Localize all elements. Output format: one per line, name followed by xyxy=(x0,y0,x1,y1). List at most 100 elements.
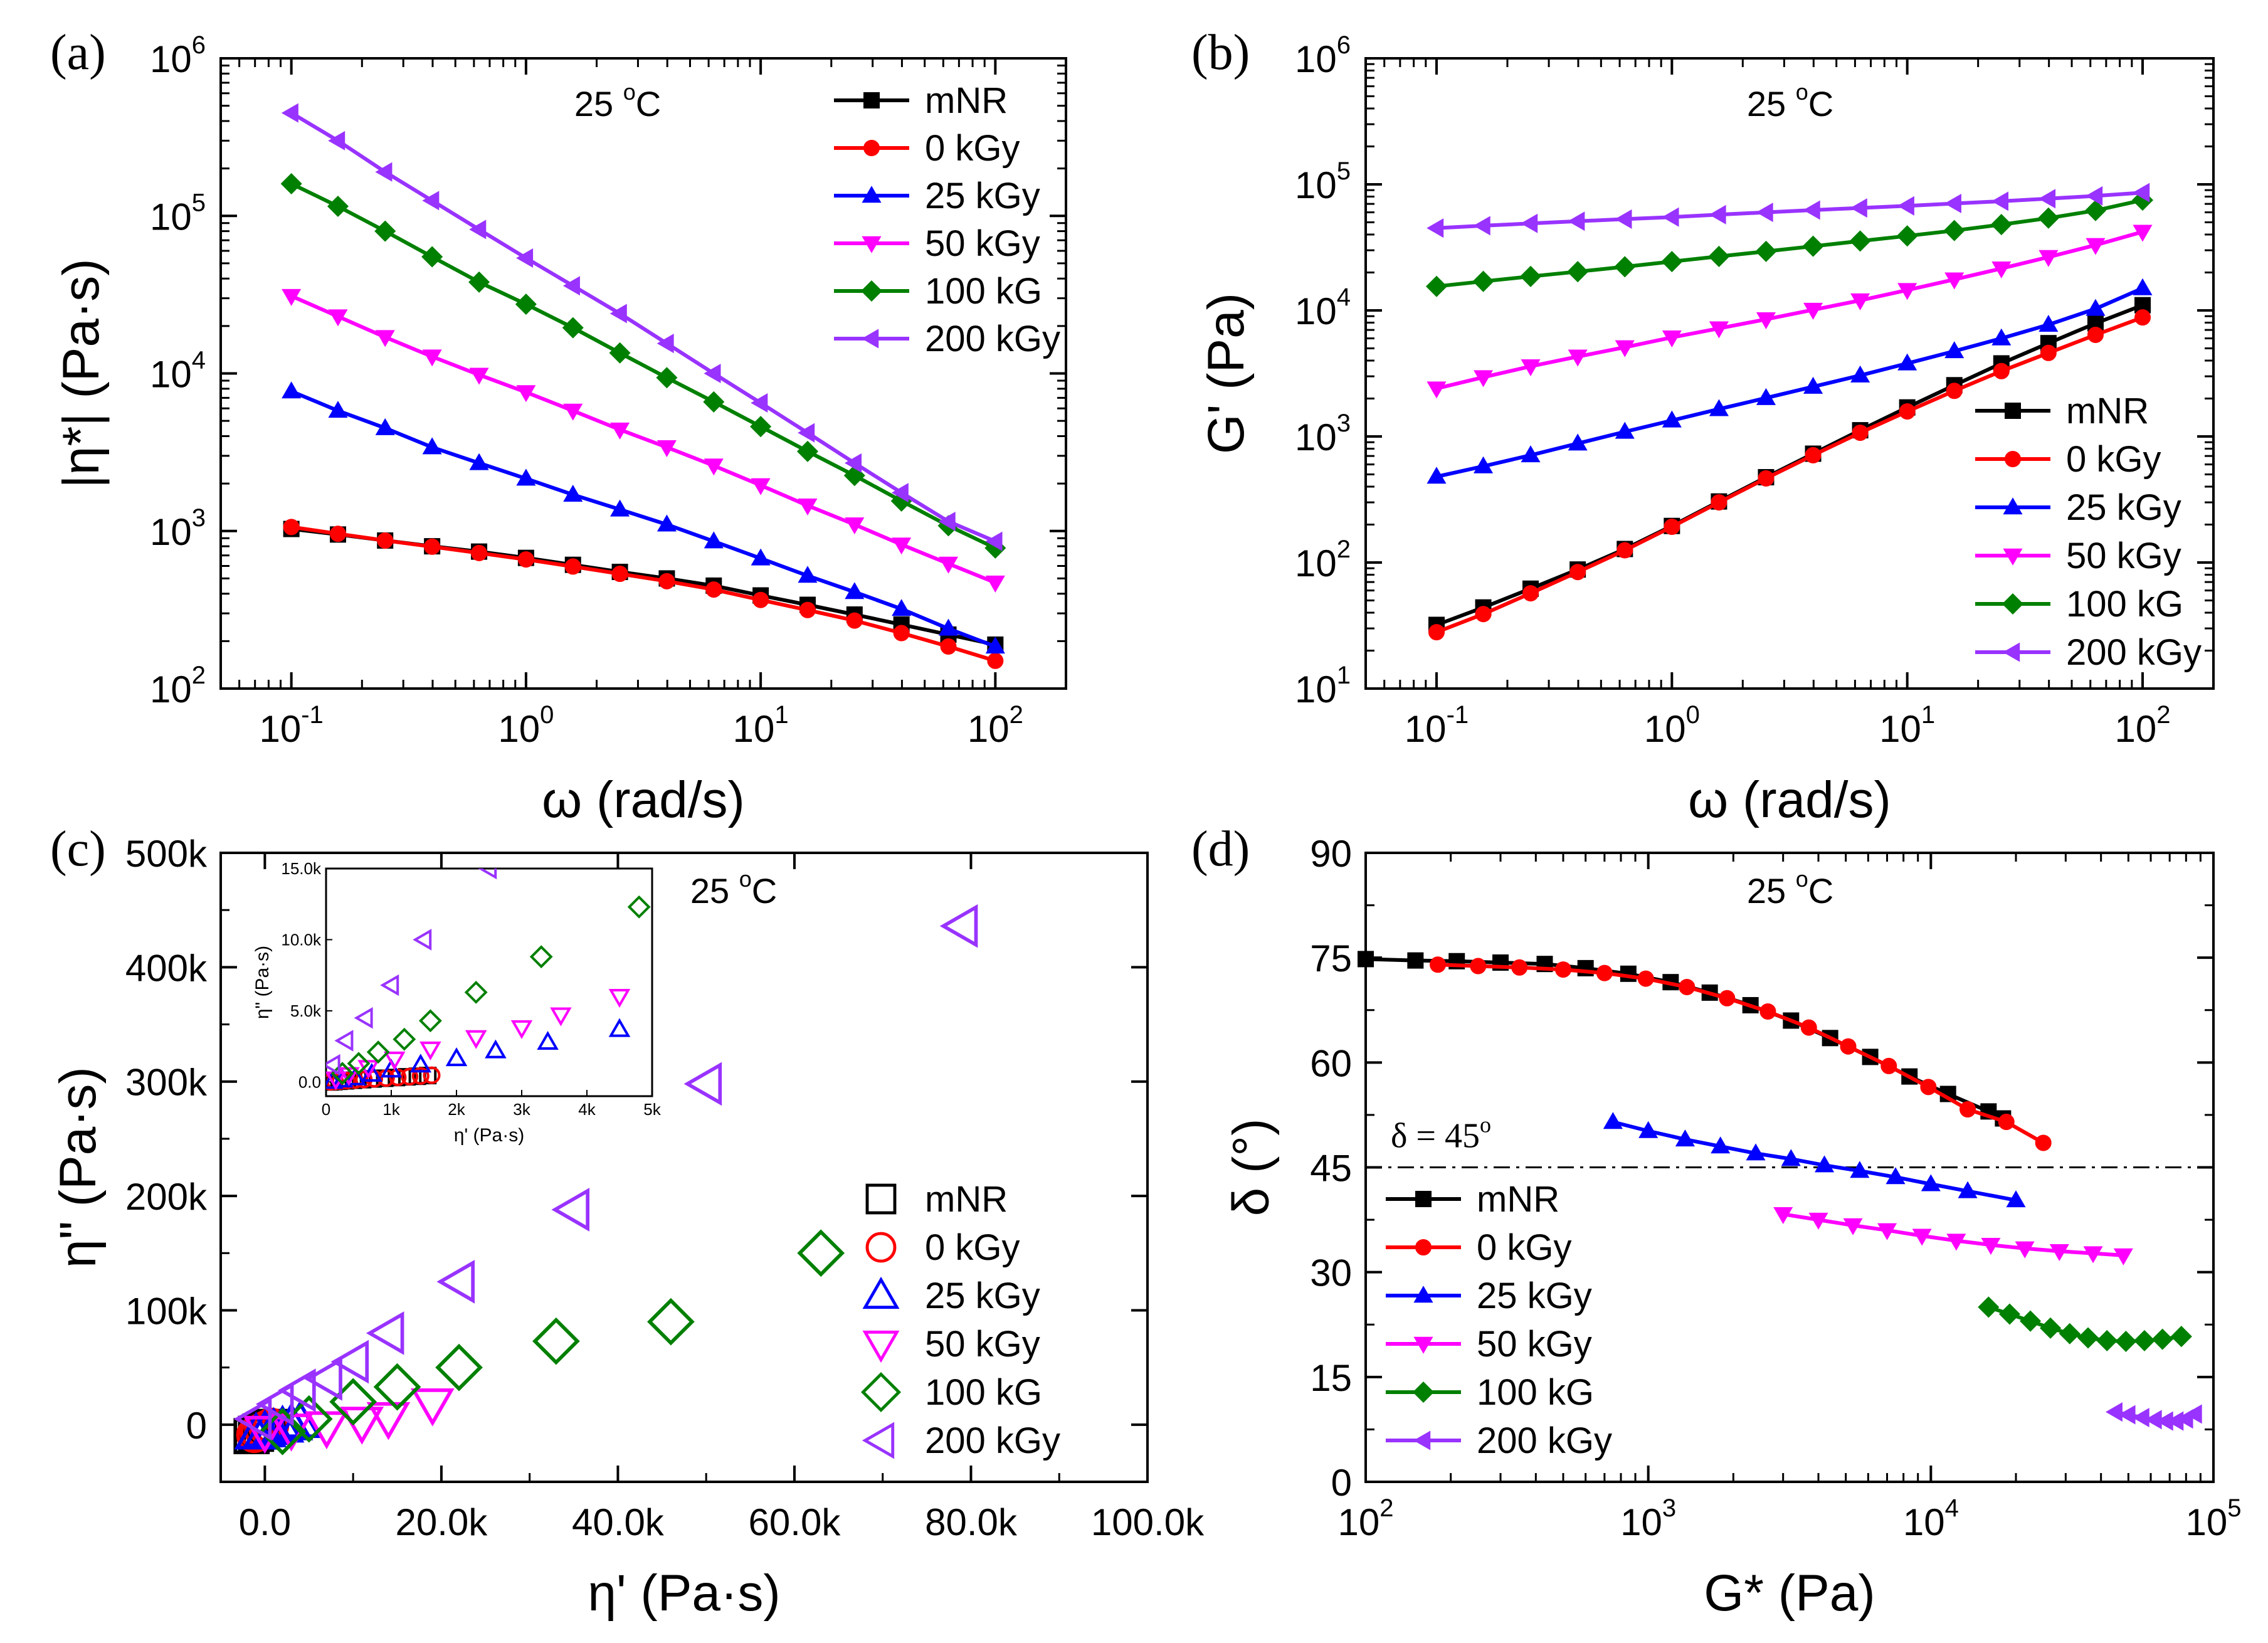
inset-y-tick-label: 10.0k xyxy=(281,930,322,949)
data-point xyxy=(366,1402,411,1440)
data-point xyxy=(939,904,978,948)
y-tick-label-base: 10 xyxy=(1295,38,1337,80)
y-tick-label-exponent: 5 xyxy=(192,189,206,216)
data-point xyxy=(280,172,302,194)
data-point xyxy=(1425,275,1448,297)
data-point xyxy=(1991,261,2012,278)
y-tick-label: 105 xyxy=(1295,157,1351,206)
data-point xyxy=(1944,341,1965,359)
data-point xyxy=(421,246,443,268)
series-100-kG xyxy=(280,172,1006,559)
y-tick-label-exponent: 3 xyxy=(1337,409,1351,437)
inset-data-point xyxy=(465,1030,487,1049)
data-point xyxy=(328,401,348,418)
data-point xyxy=(327,195,349,218)
legend-label: mNR xyxy=(2066,391,2149,431)
inset-data-point xyxy=(550,1007,572,1027)
degree-sup: o xyxy=(623,79,636,105)
inset-data-point xyxy=(627,895,651,919)
data-point xyxy=(2133,278,2153,295)
data-point xyxy=(1474,456,1494,473)
data-point xyxy=(469,367,489,385)
legend-item: 25 kGy xyxy=(862,1276,1040,1316)
y-tick-label: 90 xyxy=(1310,833,1352,875)
x-tick-label-exponent: 0 xyxy=(540,701,554,729)
data-point xyxy=(532,1317,580,1365)
y-tick-label: 100k xyxy=(125,1290,208,1332)
data-point xyxy=(1569,564,1586,581)
data-point xyxy=(1675,1129,1695,1147)
data-point xyxy=(2039,250,2059,267)
series-line xyxy=(1435,315,2144,634)
temperature-label: 25 oC xyxy=(1747,79,1833,124)
data-point xyxy=(285,1395,333,1443)
y-tick-label: 106 xyxy=(1295,31,1351,80)
data-point xyxy=(517,551,534,568)
legend-label: 100 kG xyxy=(2066,584,2183,625)
y-tick-label-base: 10 xyxy=(150,511,192,553)
data-point xyxy=(410,1388,455,1427)
data-point xyxy=(375,418,395,435)
data-point xyxy=(1850,365,1870,383)
x-tick-label-base: 10 xyxy=(1903,1501,1945,1543)
y-tick-label-exponent: 2 xyxy=(192,662,206,689)
inset-data-point xyxy=(344,1066,367,1086)
data-point xyxy=(892,537,912,555)
x-tick-label: 10-1 xyxy=(1405,701,1469,750)
inset-data-point xyxy=(445,1047,468,1067)
data-point xyxy=(1808,1212,1828,1230)
legend-item: 100 kG xyxy=(860,1371,1042,1413)
data-point xyxy=(1427,381,1447,399)
data-point xyxy=(892,599,912,616)
data-point xyxy=(1711,494,1727,511)
data-point xyxy=(796,440,818,462)
temperature-value: 25 xyxy=(690,871,739,911)
data-point xyxy=(1946,383,1963,399)
data-point xyxy=(255,1382,294,1426)
data-point xyxy=(1428,624,1445,641)
inset-data-point xyxy=(334,1030,354,1052)
x-tick-label-exponent: 3 xyxy=(1662,1494,1676,1522)
inset-data-point xyxy=(326,1054,340,1076)
legend-label: 0 kGy xyxy=(1477,1227,1572,1268)
data-point xyxy=(1773,1207,1793,1224)
series-line xyxy=(1436,230,2143,391)
data-point xyxy=(469,219,487,240)
data-point xyxy=(1998,1303,2020,1325)
inset-chart: 0 1k 2k 3k 4k 5k 0.0 5.0k 10.0k 15.0k η' (Pa·s) η" … xyxy=(252,859,662,1146)
data-point xyxy=(1661,251,1683,273)
series-200-kGy xyxy=(1427,182,2150,238)
data-point xyxy=(328,309,348,327)
legend-marker xyxy=(860,280,883,302)
series-line xyxy=(1436,191,2143,230)
legend-item: 200 kGy xyxy=(1386,1420,1612,1461)
data-point xyxy=(562,317,584,339)
data-point xyxy=(1615,209,1632,229)
legend-marker xyxy=(2005,451,2021,467)
x-axis-title: η' (Pa·s) xyxy=(588,1565,780,1622)
y-tick-label-exponent: 4 xyxy=(1337,283,1351,311)
series-0-kGy xyxy=(1428,309,2151,641)
data-point xyxy=(471,544,488,561)
data-point xyxy=(1756,203,1773,223)
legend-label: 25 kGy xyxy=(925,176,1040,216)
x-axis-title: G* (Pa) xyxy=(1704,1565,1875,1622)
x-tick-label: 40.0k xyxy=(572,1501,665,1543)
data-point xyxy=(1991,191,2009,211)
legend-item: 0 kGy xyxy=(834,128,1020,169)
data-point xyxy=(2086,238,2106,255)
series-line xyxy=(290,294,996,584)
legend: mNR 0 kGy 25 kGy 50 kGy 100 kG 200 kGy xyxy=(1975,391,2202,673)
data-point xyxy=(705,581,722,598)
y-tick-label: 500k xyxy=(125,833,208,875)
y-tick-label: 30 xyxy=(1310,1252,1352,1294)
reference-line-label: δ = 45o xyxy=(1391,1112,1491,1156)
data-point xyxy=(2040,1317,2062,1339)
data-point xyxy=(798,566,818,583)
data-point xyxy=(283,519,300,536)
data-point xyxy=(2087,326,2104,343)
data-point xyxy=(1896,225,1918,247)
data-point xyxy=(1568,349,1588,367)
